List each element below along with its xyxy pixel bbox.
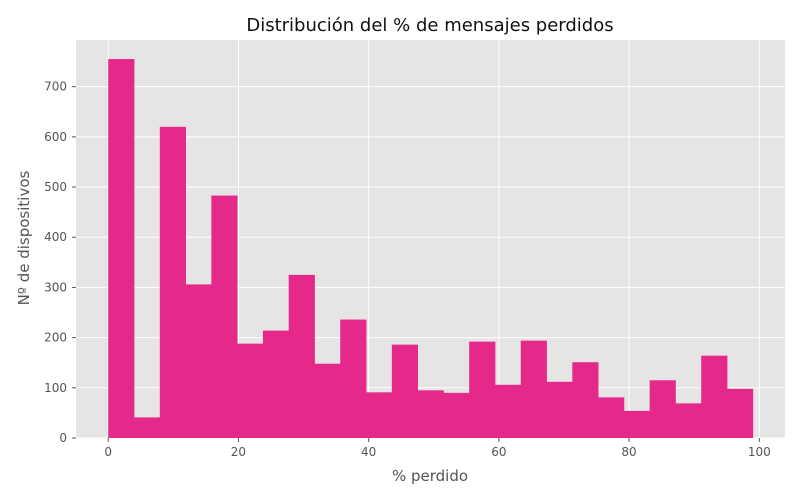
y-tick-label: 300 [44,280,67,294]
y-tick-label: 500 [44,180,67,194]
histogram-bar [572,362,599,438]
histogram-bar [701,355,728,438]
histogram-bar [159,126,186,438]
y-tick-label: 200 [44,331,67,345]
histogram-bar [546,381,573,438]
histogram-bar [520,340,547,438]
x-tick-label: 20 [231,445,246,459]
histogram-bar [314,363,341,438]
axis-ticks: 0 20 40 60 80 100 0 100 200 300 400 500 600 700 [44,80,771,459]
histogram-bar [185,284,212,438]
x-tick-label: 0 [104,445,112,459]
histogram-bar [391,344,419,438]
y-tick-label: 100 [44,381,67,395]
histogram-bar [340,319,367,438]
bars [108,59,754,439]
histogram-bar [598,397,625,438]
histogram-bar [649,380,676,438]
x-tick-label: 80 [621,445,636,459]
histogram-bar [417,390,444,438]
histogram-bar [108,59,135,439]
histogram-bar [675,403,702,438]
histogram-bar [134,417,161,438]
y-tick-label: 400 [44,230,67,244]
y-tick-label: 600 [44,130,67,144]
x-tick-label: 60 [491,445,506,459]
histogram-bar [237,343,264,438]
histogram-bar [262,330,290,438]
histogram-bar [494,384,522,438]
x-axis-title: % perdido [392,467,468,485]
y-tick-label: 0 [59,431,67,445]
histogram-bar [366,392,393,438]
histogram-bar [623,410,651,438]
x-tick-label: 40 [361,445,376,459]
y-axis-title: Nº de dispositivos [15,170,33,305]
histogram-bar [211,195,238,438]
y-tick-label: 700 [44,80,67,94]
histogram-bar [288,274,315,438]
histogram-bar [443,392,470,438]
chart-title: Distribución del % de mensajes perdidos [246,15,613,36]
histogram-bar [726,388,754,438]
x-tick-label: 100 [748,445,771,459]
histogram-bar [469,341,496,438]
